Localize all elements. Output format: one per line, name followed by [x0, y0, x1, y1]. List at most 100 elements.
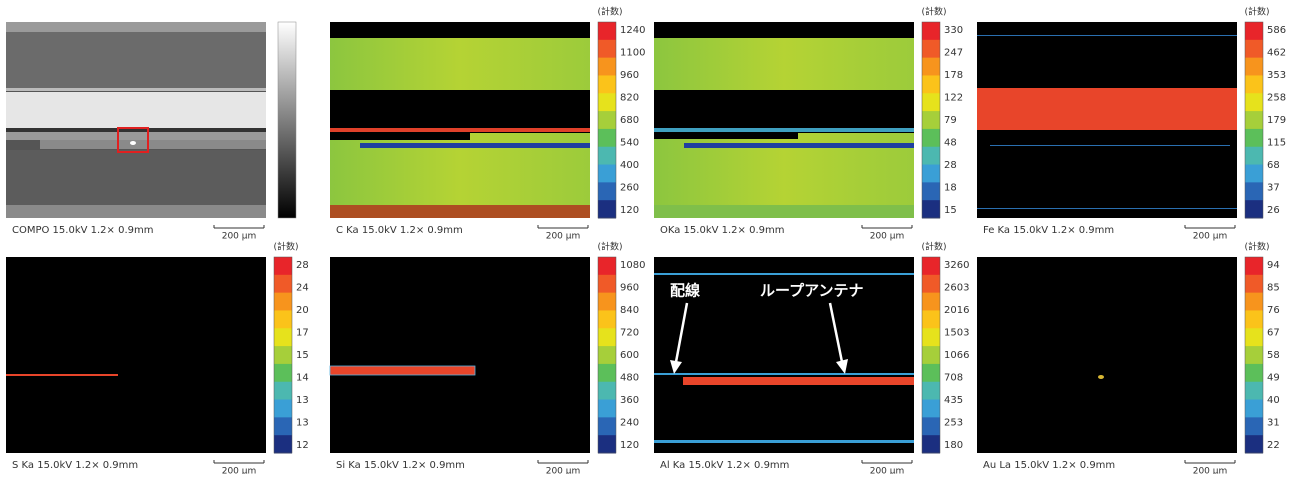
colorbar-band	[1245, 381, 1263, 401]
colorbar-band	[1245, 310, 1263, 329]
colorbar-band	[922, 39, 940, 59]
colorbar-band	[922, 200, 940, 219]
colorbar-frame	[273, 256, 293, 454]
caption: OKa 15.0kV 1.2× 0.9mm	[660, 225, 784, 236]
colorbar-tick-label: 15	[944, 205, 957, 216]
colorbar-band	[598, 111, 616, 130]
scale-bar-label: 200 μm	[870, 467, 905, 475]
colorbar-tick-label: 40	[1267, 395, 1280, 406]
colorbar-unit: (計数)	[921, 241, 946, 253]
colorbar-band	[922, 146, 940, 166]
colorbar-band	[598, 182, 616, 201]
colorbar-tick-label: 120	[620, 205, 639, 216]
colorbar-tick-label: 600	[620, 350, 639, 361]
colorbar-tick-label: 480	[620, 373, 639, 384]
colorbar-band	[274, 399, 292, 418]
colorbar-band	[922, 346, 940, 365]
colorbar-tick-label: 330	[944, 25, 963, 36]
scale-bar-label: 200 μm	[1193, 467, 1228, 475]
colorbar-band	[274, 363, 292, 383]
colorbar-tick-label: 37	[1267, 183, 1280, 194]
colorbar-tick-label: 253	[944, 418, 963, 429]
colorbar-band	[922, 57, 940, 76]
colorbar-tick-label: 122	[944, 93, 963, 104]
si-map	[329, 257, 590, 453]
colorbar-unit: (計数)	[921, 6, 946, 18]
colorbar-frame	[921, 21, 941, 219]
colorbar-band	[274, 257, 292, 276]
colorbar-tick-label: 1080	[620, 260, 645, 271]
colorbar-band	[598, 164, 616, 183]
colorbar-tick-label: 22	[1267, 440, 1280, 451]
colorbar-tick-label: 1100	[620, 48, 645, 59]
colorbar-band	[922, 75, 940, 94]
scale-bar-label: 200 μm	[222, 232, 257, 242]
colorbar-tick-label: 708	[944, 373, 963, 384]
colorbar-band	[1245, 22, 1263, 41]
colorbar-tick-label: 2603	[944, 283, 969, 294]
colorbar-band	[922, 182, 940, 201]
colorbar-band	[1245, 435, 1263, 454]
colorbar-tick-label: 720	[620, 328, 639, 339]
colorbar-tick-label: 28	[296, 260, 309, 271]
colorbar-band	[598, 22, 616, 41]
colorbar-tick-label: 247	[944, 48, 963, 59]
colorbar-tick-label: 240	[620, 418, 639, 429]
colorbar-tick-label: 28	[944, 160, 957, 171]
colorbar-band	[598, 363, 616, 383]
colorbar-band	[1245, 93, 1263, 112]
colorbar-band	[922, 257, 940, 276]
colorbar-tick-label: 179	[1267, 115, 1286, 126]
colorbar-unit: (計数)	[597, 241, 622, 253]
colorbar-band	[598, 75, 616, 94]
colorbar-unit: (計数)	[273, 241, 298, 253]
colorbar-band	[1245, 111, 1263, 130]
au-map	[977, 257, 1237, 453]
colorbar-band	[274, 346, 292, 365]
colorbar-tick-label: 31	[1267, 418, 1280, 429]
colorbar-tick-label: 258	[1267, 93, 1286, 104]
colorbar-tick-label: 76	[1267, 305, 1280, 316]
colorbar-band	[598, 57, 616, 76]
colorbar-tick-label: 18	[944, 183, 957, 194]
colorbar-band	[598, 310, 616, 329]
colorbar-band	[598, 417, 616, 436]
colorbar-tick-label: 115	[1267, 138, 1286, 149]
colorbar-tick-label: 360	[620, 395, 639, 406]
colorbar-band	[1245, 200, 1263, 219]
colorbar-band	[1245, 399, 1263, 418]
colorbar-tick-label: 17	[296, 328, 309, 339]
colorbar-tick-label: 180	[944, 440, 963, 451]
colorbar-tick-label: 79	[944, 115, 957, 126]
colorbar-tick-label: 48	[944, 138, 957, 149]
colorbar-tick-label: 26	[1267, 205, 1280, 216]
colorbar-tick-label: 67	[1267, 328, 1280, 339]
colorbar-band	[922, 417, 940, 436]
colorbar-band	[1245, 164, 1263, 183]
colorbar-tick-label: 68	[1267, 160, 1280, 171]
scale-bar-label: 200 μm	[546, 232, 581, 242]
caption: COMPO 15.0kV 1.2× 0.9mm	[12, 225, 153, 236]
colorbar-tick-label: 58	[1267, 350, 1280, 361]
colorbar-band	[598, 39, 616, 59]
colorbar-band	[274, 417, 292, 436]
colorbar-tick-label: 85	[1267, 283, 1280, 294]
o-map	[654, 22, 914, 218]
colorbar-tick-label: 49	[1267, 373, 1280, 384]
colorbar-tick-label: 13	[296, 395, 309, 406]
colorbar-tick-label: 462	[1267, 48, 1286, 59]
fe-map	[977, 22, 1237, 218]
colorbar-band	[598, 381, 616, 401]
colorbar-tick-label: 24	[296, 283, 309, 294]
colorbar-frame	[1244, 21, 1264, 219]
colorbar-band	[1245, 146, 1263, 166]
colorbar-frame	[1244, 256, 1264, 454]
colorbar-unit: (計数)	[597, 6, 622, 18]
colorbar-band	[1245, 292, 1263, 311]
colorbar-band	[922, 164, 940, 183]
caption: Au La 15.0kV 1.2× 0.9mm	[983, 460, 1115, 471]
al-map: 配線 ループアンテナ	[654, 257, 914, 453]
colorbar-band	[1245, 39, 1263, 59]
colorbar-tick-label: 1240	[620, 25, 645, 36]
